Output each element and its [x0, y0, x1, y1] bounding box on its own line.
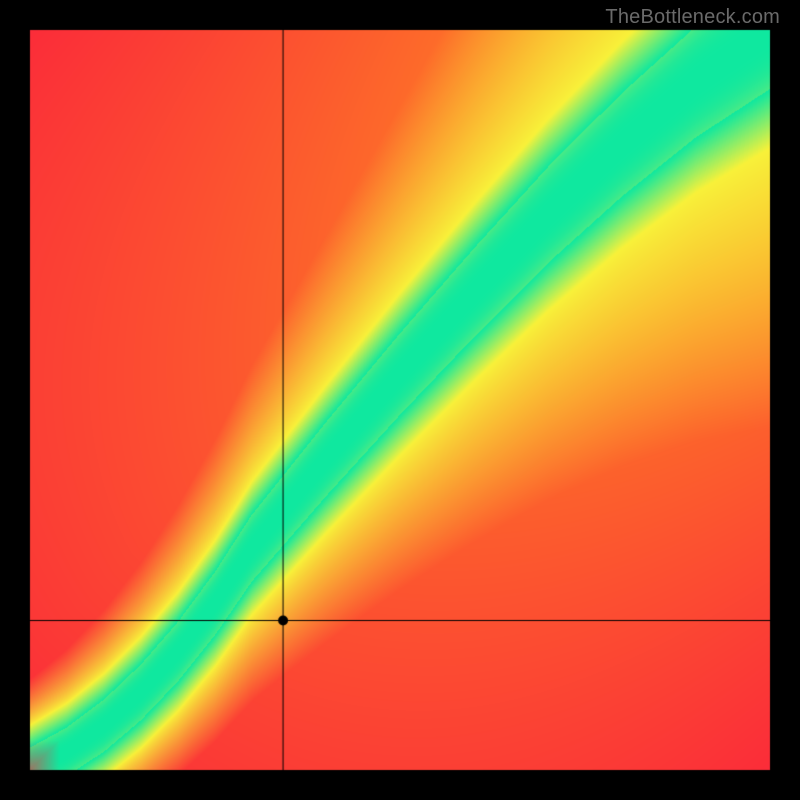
bottleneck-heatmap: [0, 0, 800, 800]
attribution-text: TheBottleneck.com: [605, 6, 780, 29]
